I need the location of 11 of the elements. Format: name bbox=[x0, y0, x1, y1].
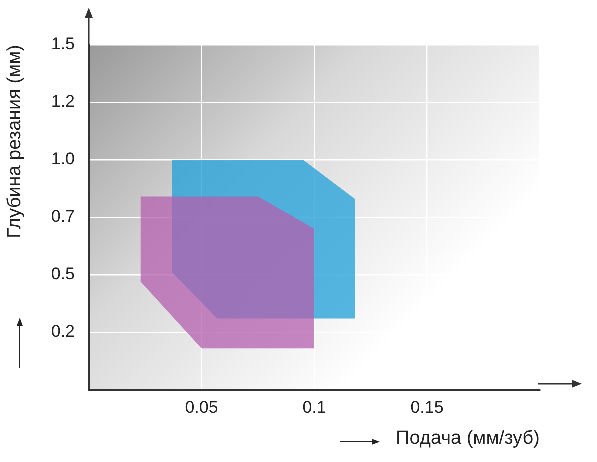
y-tick-label: 1.0 bbox=[51, 150, 75, 169]
y-tick-label: 1.2 bbox=[51, 92, 75, 112]
x-tick-label: 0.15 bbox=[410, 398, 444, 417]
y-axis-title: Глубина резания (мм) bbox=[4, 45, 26, 238]
y-tick-label: 0.5 bbox=[51, 264, 75, 284]
y-tick-label: 1.5 bbox=[51, 34, 75, 54]
x-tick-label: 0.1 bbox=[302, 398, 326, 417]
y-tick-label: 0.7 bbox=[51, 207, 75, 226]
x-tick-label: 0.05 bbox=[185, 398, 218, 417]
x-axis-title: Подача (мм/зуб) bbox=[396, 428, 540, 449]
y-tick-label: 0.2 bbox=[51, 322, 75, 342]
